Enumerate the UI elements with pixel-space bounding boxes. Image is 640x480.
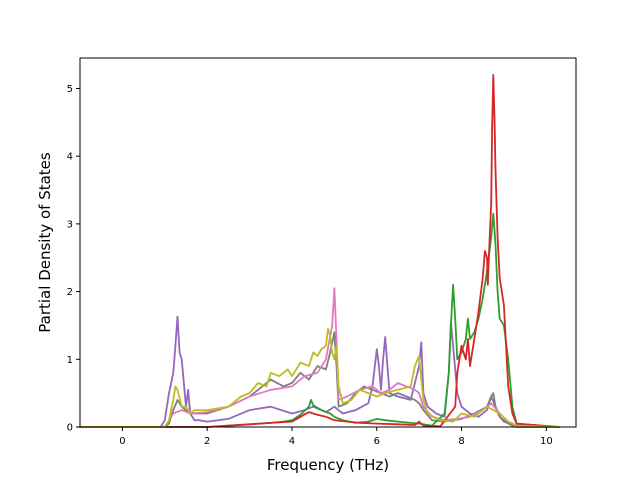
y-tick-label: 0 <box>67 423 73 434</box>
series-line-5 <box>79 74 560 428</box>
x-tick-label: 8 <box>458 436 464 447</box>
x-tick-label: 2 <box>204 436 210 447</box>
x-axis-label: Frequency (THz) <box>267 456 389 474</box>
y-axis-ticks: 0 1 2 3 4 5 <box>67 84 80 434</box>
y-tick-label: 2 <box>67 287 73 298</box>
x-tick-label: 4 <box>289 436 295 447</box>
series-layer <box>79 74 560 428</box>
y-tick-label: 1 <box>67 355 73 366</box>
x-tick-label: 6 <box>374 436 380 447</box>
y-tick-label: 3 <box>67 219 73 230</box>
series-line-1 <box>79 315 560 428</box>
x-tick-label: 0 <box>119 436 125 447</box>
y-tick-label: 5 <box>67 84 73 95</box>
y-axis-label: Partial Density of States <box>36 152 54 333</box>
series-line-6 <box>79 327 560 428</box>
series-line-2 <box>79 331 560 428</box>
y-tick-label: 4 <box>67 152 73 163</box>
x-tick-label: 10 <box>540 436 553 447</box>
x-axis-ticks: 0 2 4 6 8 10 <box>119 427 553 447</box>
series-line-4 <box>79 212 560 428</box>
plot-frame <box>79 57 577 428</box>
